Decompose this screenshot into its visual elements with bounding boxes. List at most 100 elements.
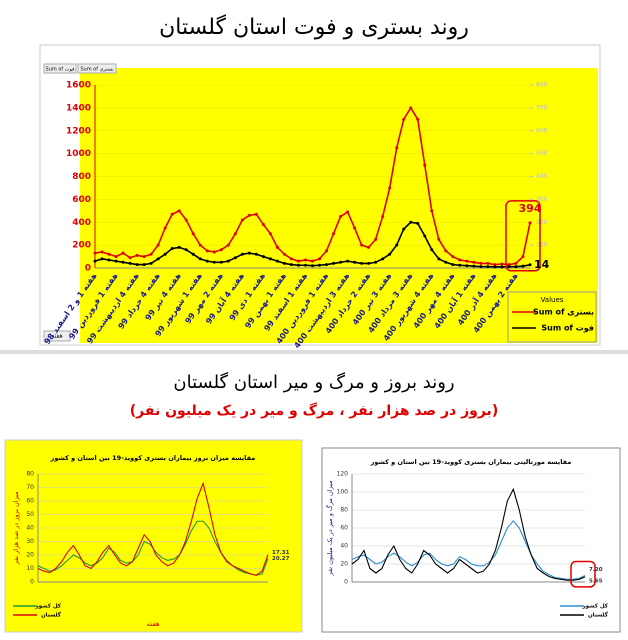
point xyxy=(318,263,322,267)
point xyxy=(346,259,350,263)
point xyxy=(514,265,518,269)
y-tick-label: 50 xyxy=(26,511,34,518)
y-tick-label: 400 xyxy=(72,218,91,228)
point xyxy=(156,243,160,247)
point xyxy=(325,249,329,253)
point xyxy=(240,252,244,256)
series-line xyxy=(351,487,586,581)
legend-label: کل کشور xyxy=(35,603,62,610)
y-tick-label: 20 xyxy=(26,552,34,559)
point xyxy=(465,259,469,263)
point xyxy=(93,251,97,255)
y2-tick-label: 600 xyxy=(536,127,548,134)
field-button-label: Sum of بستری xyxy=(80,67,113,73)
point xyxy=(282,252,286,256)
y-tick-label: 0 xyxy=(344,579,348,586)
point xyxy=(170,247,174,251)
point xyxy=(170,212,174,216)
annotation: 17.31 xyxy=(272,550,290,556)
point xyxy=(458,263,462,267)
point xyxy=(289,263,293,267)
legend-label: کل کشور xyxy=(582,603,609,610)
point xyxy=(275,245,279,249)
point xyxy=(226,243,230,247)
point xyxy=(479,261,483,265)
point xyxy=(318,257,322,261)
point xyxy=(381,257,385,261)
annotation: 394 xyxy=(519,202,542,215)
field-button[interactable] xyxy=(43,63,77,74)
chart-title: مقایسه میزان بروز بیماران بستری کووید-19… xyxy=(50,454,256,462)
x-axis-label: هفته xyxy=(146,620,159,628)
field-button[interactable] xyxy=(77,63,117,74)
y2-tick-label: 0 xyxy=(536,265,540,272)
point xyxy=(268,232,272,236)
point xyxy=(296,263,300,267)
point xyxy=(402,117,406,121)
series-line xyxy=(37,481,269,576)
point xyxy=(395,146,399,150)
y-axis-label: میزان بروز در صد هزار نفر xyxy=(12,491,20,565)
point xyxy=(226,259,230,263)
y-tick-label: 1200 xyxy=(66,126,91,136)
point xyxy=(296,259,300,263)
point xyxy=(367,245,371,249)
annotation: 20.27 xyxy=(272,556,290,562)
point xyxy=(339,215,343,219)
point xyxy=(367,261,371,265)
section-title: روند بروز و مرگ و میر استان گلستان xyxy=(173,371,454,393)
point xyxy=(325,263,329,267)
series-line xyxy=(351,519,586,580)
point xyxy=(275,259,279,263)
y2-tick-label: 400 xyxy=(536,173,548,180)
filter-button[interactable] xyxy=(43,330,71,342)
y2-tick-label: 300 xyxy=(536,196,548,203)
point xyxy=(451,263,455,267)
point xyxy=(184,248,188,252)
point xyxy=(472,260,476,264)
annotation-box xyxy=(505,200,541,272)
point xyxy=(311,259,314,263)
incidence-chart-frame xyxy=(4,439,303,633)
point xyxy=(142,255,146,259)
point xyxy=(107,252,111,256)
point xyxy=(416,221,420,225)
point xyxy=(261,223,265,227)
point xyxy=(149,261,153,265)
y-tick-label: 1400 xyxy=(66,103,91,113)
point xyxy=(437,237,441,241)
point xyxy=(114,255,118,259)
point xyxy=(212,250,216,254)
y-tick-label: 60 xyxy=(340,525,348,532)
y-tick-label: 0 xyxy=(30,579,34,586)
y-tick-label: 0 xyxy=(85,264,91,274)
point xyxy=(486,265,490,269)
point xyxy=(521,255,525,259)
point xyxy=(191,252,195,256)
y-tick-label: 100 xyxy=(337,489,349,496)
point xyxy=(353,260,357,264)
point xyxy=(500,265,504,269)
point xyxy=(247,213,251,217)
point xyxy=(493,263,497,267)
point xyxy=(142,263,146,267)
chart-title: مقایسه مورتالیتی بیماران بستری کووید-19 … xyxy=(370,458,572,466)
legend-title: Values xyxy=(541,296,564,304)
y-tick-label: 80 xyxy=(340,507,348,514)
point xyxy=(346,210,350,214)
point xyxy=(514,261,518,265)
y2-tick-label: 700 xyxy=(536,104,548,111)
point xyxy=(268,257,272,261)
point xyxy=(177,209,181,213)
y-tick-label: 1600 xyxy=(66,81,91,91)
point xyxy=(381,215,385,219)
point xyxy=(156,257,160,261)
point xyxy=(500,262,504,266)
y-tick-label: 800 xyxy=(72,172,91,182)
point xyxy=(254,252,258,256)
point xyxy=(423,234,427,238)
point xyxy=(507,263,511,267)
legend-label: گلستان xyxy=(41,612,62,619)
chart-title: روند بستری و فوت استان گلستان xyxy=(159,14,469,40)
y-tick-label: 1000 xyxy=(66,149,91,159)
